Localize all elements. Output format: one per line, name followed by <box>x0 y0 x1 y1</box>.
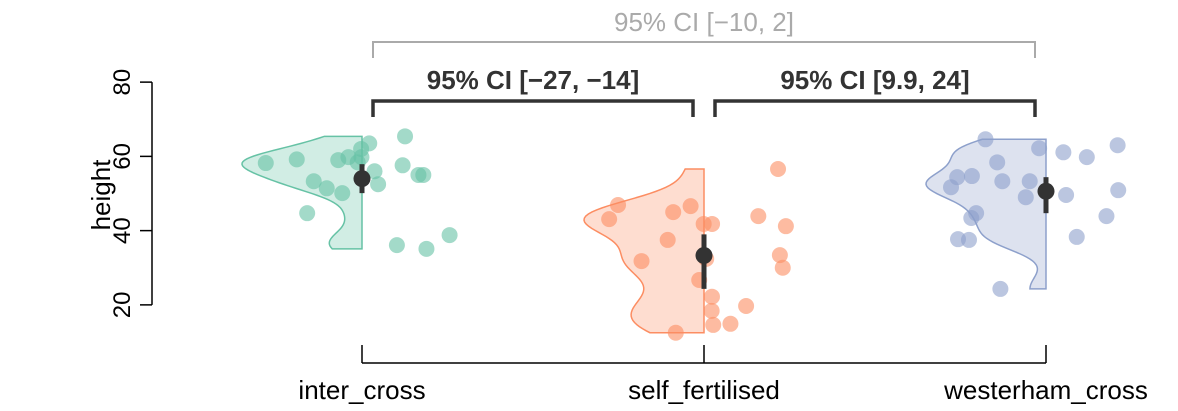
data-point <box>330 152 347 169</box>
data-point <box>1098 208 1115 225</box>
data-point <box>305 173 322 190</box>
violin <box>583 168 705 334</box>
data-point <box>750 208 767 225</box>
data-point <box>667 324 684 341</box>
data-point <box>774 259 791 276</box>
data-point <box>1109 137 1126 154</box>
data-point <box>418 240 435 257</box>
data-point <box>299 205 316 222</box>
annotation: 95% CI [9.9, 24] <box>780 65 969 95</box>
data-point <box>968 205 985 222</box>
x-tick-label: inter_cross <box>298 375 425 405</box>
data-point <box>288 151 305 168</box>
data-point <box>705 316 722 333</box>
data-point <box>682 198 699 215</box>
data-point <box>394 157 411 174</box>
data-point <box>633 253 650 270</box>
data-point <box>777 218 794 235</box>
data-point <box>415 166 432 183</box>
y-tick-label: 60 <box>109 143 136 170</box>
data-point <box>963 168 980 185</box>
data-point <box>770 160 787 177</box>
annotation: 95% CI [−10, 2] <box>614 7 794 37</box>
data-point <box>370 176 387 193</box>
mean-point <box>353 170 371 188</box>
data-point <box>703 288 720 305</box>
data-point <box>257 155 274 172</box>
data-point <box>601 211 618 228</box>
mean-point <box>1037 182 1055 200</box>
data-point <box>703 302 720 319</box>
data-point <box>992 280 1009 297</box>
data-point <box>397 128 414 145</box>
bracket <box>371 99 695 117</box>
x-tick-label: self_fertilised <box>628 375 780 405</box>
mean-point <box>695 246 713 264</box>
y-tick-label: 20 <box>109 292 136 319</box>
data-point <box>989 154 1006 171</box>
data-point <box>738 297 755 314</box>
data-point <box>994 173 1011 190</box>
data-point <box>388 237 405 254</box>
data-point <box>722 315 739 332</box>
violin <box>925 138 1047 290</box>
data-point <box>771 247 788 264</box>
data-point <box>366 163 383 180</box>
data-point <box>1078 149 1095 166</box>
data-point <box>659 231 676 248</box>
data-point <box>1017 189 1034 206</box>
data-point <box>1110 182 1127 199</box>
data-point <box>695 215 712 232</box>
bracket <box>372 41 1036 58</box>
y-tick-label: 40 <box>109 217 136 244</box>
data-point <box>334 185 351 202</box>
bracket <box>713 99 1037 117</box>
data-point <box>1021 173 1038 190</box>
data-point <box>977 131 994 148</box>
y-tick-label: 80 <box>109 69 136 96</box>
data-point <box>665 204 682 221</box>
annotation: 95% CI [−27, −14] <box>427 65 639 95</box>
x-tick-label: westerham_cross <box>943 375 1148 405</box>
data-point <box>353 140 370 157</box>
data-point <box>1068 228 1085 245</box>
data-point <box>441 227 458 244</box>
data-point <box>318 180 335 197</box>
data-point <box>1055 144 1072 161</box>
y-axis-label: height <box>86 159 116 231</box>
data-point <box>1058 186 1075 203</box>
data-point <box>610 197 627 214</box>
data-point <box>943 179 960 196</box>
data-point <box>950 231 967 248</box>
data-point <box>1031 140 1048 157</box>
